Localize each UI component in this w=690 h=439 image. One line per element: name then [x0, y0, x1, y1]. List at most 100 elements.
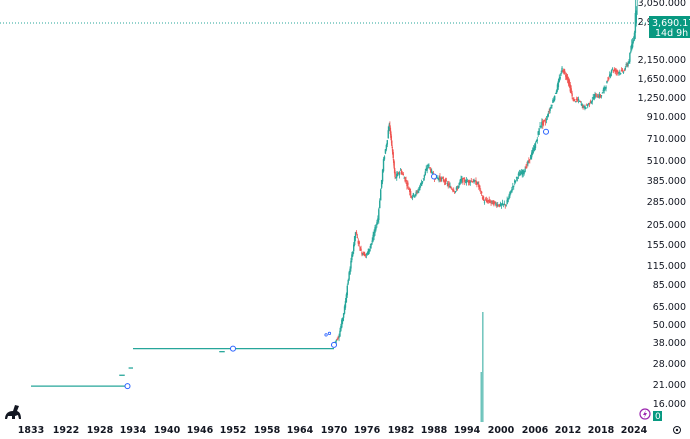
candle-body [354, 232, 357, 238]
x-tick-label: 1940 [154, 425, 181, 436]
candle-body [431, 172, 434, 174]
candle-body [430, 169, 432, 173]
candle-body [545, 118, 548, 121]
candle-body [495, 203, 497, 205]
y-tick-label: 85.000 [653, 280, 686, 291]
y-tick-label: 2,150.000 [638, 55, 686, 66]
candle-body [355, 232, 358, 234]
candle-body [613, 69, 615, 71]
candle-body [498, 204, 501, 207]
y-tick-label: 1,650.000 [638, 74, 686, 85]
candle-body [492, 200, 494, 205]
candle-body [574, 99, 576, 101]
candle-body [475, 180, 477, 185]
candle-body [583, 106, 585, 108]
candle-body [337, 337, 339, 339]
y-tick-label: 155.000 [647, 240, 686, 251]
candle-body [595, 93, 597, 95]
candle-body [466, 181, 469, 182]
candle-body [440, 177, 442, 182]
candle-body [625, 64, 627, 66]
event-marker-icon[interactable] [431, 173, 437, 180]
candle-body [581, 104, 583, 106]
candle-body [344, 301, 347, 308]
x-tick-label: 2018 [588, 425, 615, 436]
candle-body [416, 191, 418, 193]
candle-body [565, 75, 567, 77]
candle-body [385, 144, 388, 150]
candle-body [565, 74, 568, 79]
candle-body [594, 94, 596, 99]
candle-body [515, 177, 518, 179]
event-marker-icon[interactable] [230, 345, 236, 352]
candle-body [487, 200, 489, 202]
candle-body [598, 95, 600, 98]
candle-body [537, 131, 539, 135]
candle-body [406, 182, 408, 187]
event-marker-icon[interactable] [124, 383, 131, 390]
candle-body [474, 180, 476, 182]
y-tick-label: 1,250.000 [638, 93, 686, 104]
candle-body [339, 330, 341, 337]
candle-body [390, 131, 392, 138]
candle-body [371, 240, 373, 243]
candle-body [605, 86, 607, 89]
candle-body [383, 156, 386, 160]
candle-body [508, 195, 510, 200]
candle-body [632, 40, 635, 42]
candle-body [579, 101, 582, 102]
x-tick-label: 1994 [454, 425, 481, 436]
x-tick-label: 2000 [488, 425, 515, 436]
candle-body [446, 183, 448, 184]
candle-body [620, 69, 623, 71]
candle-body [489, 200, 491, 203]
event-marker-icon[interactable] [331, 341, 337, 348]
candle-body [546, 116, 549, 118]
event-marker-icon[interactable] [543, 128, 549, 135]
candle-body [340, 325, 342, 331]
candle-body [553, 99, 555, 102]
candle-body [448, 183, 450, 185]
candle-body [457, 185, 459, 189]
candle-body [538, 128, 540, 135]
candle-body [392, 159, 395, 163]
candle-body [493, 201, 495, 206]
candle-body [349, 268, 351, 275]
y-tick-label: 115.000 [647, 261, 686, 272]
candle-body [391, 146, 393, 149]
y-tick-label: 50.000 [653, 320, 686, 331]
event-marker-icon[interactable] [327, 331, 332, 335]
candle-body [485, 199, 488, 202]
settings-gear-icon[interactable] [673, 426, 681, 434]
candle-body [558, 77, 560, 82]
candle-body [501, 202, 504, 206]
candles-group [333, 0, 638, 347]
candle-body [490, 201, 492, 203]
candle-body [604, 87, 606, 89]
event-marker-icon[interactable] [324, 333, 328, 337]
y-tick-label: 3,050.000 [638, 0, 686, 9]
x-tick-label: 1976 [354, 425, 381, 436]
candle-body [374, 227, 376, 233]
event-badge-icon[interactable] [639, 408, 651, 420]
candle-body [369, 246, 372, 249]
x-tick-label: 1988 [421, 425, 448, 436]
x-tick-label: 1964 [287, 425, 314, 436]
last-price-badge: 3,690.172 14d 9h [649, 16, 690, 39]
candle-body [456, 188, 459, 190]
x-tick-label: 1982 [388, 425, 414, 436]
candle-body [465, 179, 468, 183]
candle-body [420, 182, 423, 186]
candle-body [477, 182, 479, 184]
y-axis: 3,050.0002,950.0002,150.0001,650.0001,25… [638, 0, 686, 410]
candle-body [491, 200, 493, 202]
candle-body [375, 227, 377, 230]
y-tick-label: 21.000 [653, 380, 686, 391]
candle-body [405, 179, 407, 181]
candle-body [464, 182, 467, 184]
candle-body [617, 71, 619, 73]
candle-body [620, 73, 622, 74]
candle-body [422, 178, 425, 180]
candle-body [410, 195, 413, 198]
